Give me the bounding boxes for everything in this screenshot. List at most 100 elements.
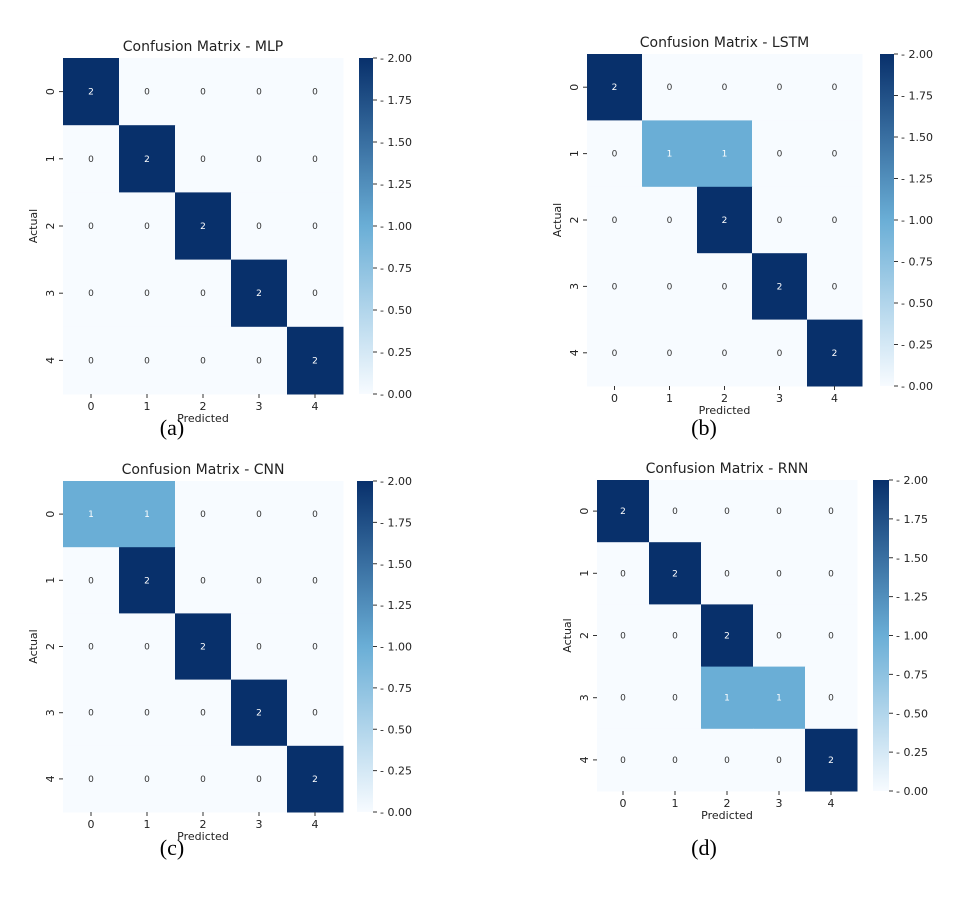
cell-value-label: 2 <box>200 222 206 232</box>
y-tick-label: 4 <box>44 357 57 364</box>
x-tick-label: 2 <box>200 400 207 413</box>
heatmap-cell <box>231 481 288 548</box>
heatmap-cell <box>752 54 808 121</box>
cell-value-label: 2 <box>777 282 783 292</box>
heatmap-cell <box>287 481 344 548</box>
heatmap-cell <box>649 604 702 668</box>
heatmap-cell <box>175 745 232 813</box>
cell-value-label: 0 <box>832 83 838 93</box>
cell-value-label: 0 <box>612 150 618 160</box>
heatmap-cell <box>231 326 288 395</box>
colorbar <box>357 481 373 812</box>
y-tick-label: 2 <box>44 643 57 650</box>
chart-panel-3: 2 0 0 0 0 0 2 0 0 0 0 0 2 0 0 0 0 1 1 0 0 0 0 0 2 Confusion Matri… <box>561 461 928 822</box>
cell-value-label: 0 <box>256 88 262 98</box>
cell-value-label: 0 <box>200 289 206 299</box>
heatmap-cell <box>63 745 120 813</box>
x-tick-label: 0 <box>88 400 95 413</box>
x-axis-label: Predicted <box>177 412 229 425</box>
cell-value-label: 0 <box>256 775 262 785</box>
cell-value-label: 2 <box>256 289 262 299</box>
cell-value-label: 1 <box>724 694 730 704</box>
cell-value-label: 0 <box>667 83 673 93</box>
cell-value-label: 0 <box>832 282 838 292</box>
x-axis-label: Predicted <box>699 404 751 417</box>
x-tick-label: 1 <box>144 818 151 831</box>
cell-value-label: 0 <box>144 709 150 719</box>
colorbar-tick-label: - 1.50 <box>380 136 412 149</box>
colorbar-tick-label: - 0.00 <box>380 806 412 819</box>
x-tick-label: 4 <box>831 392 838 405</box>
heatmap-cell <box>63 481 120 548</box>
colorbar-tick-label: - 0.50 <box>380 304 412 317</box>
heatmap-cell <box>63 679 120 747</box>
cell-value-label: 0 <box>672 507 678 517</box>
y-tick-label: 0 <box>578 508 591 515</box>
y-tick-label: 2 <box>578 632 591 639</box>
heatmap-cell <box>287 125 344 193</box>
heatmap-cell <box>231 125 288 193</box>
y-axis-label: Actual <box>561 618 574 652</box>
heatmap-cell <box>231 679 288 747</box>
y-tick-label: 4 <box>568 349 581 356</box>
heatmap-cell <box>175 192 232 261</box>
cell-value-label: 1 <box>776 694 782 704</box>
colorbar-tick-label: - 1.00 <box>896 630 928 643</box>
heatmap-cell <box>697 319 753 387</box>
chart-title: Confusion Matrix - MLP <box>123 39 283 55</box>
y-tick-label: 4 <box>44 775 57 782</box>
x-tick-label: 4 <box>828 797 835 810</box>
heatmap-cell <box>697 120 753 188</box>
cell-value-label: 0 <box>776 569 782 579</box>
x-tick-label: 2 <box>200 818 207 831</box>
y-axis-label: Actual <box>27 629 40 663</box>
heatmap-cell <box>587 253 643 321</box>
colorbar <box>359 58 373 394</box>
heatmap-cell <box>63 326 120 395</box>
cell-value-label: 0 <box>667 282 673 292</box>
cell-value-label: 0 <box>832 150 838 160</box>
cell-value-label: 0 <box>672 756 678 766</box>
chart-panel-2: 1 1 0 0 0 0 2 0 0 0 0 0 2 0 0 0 0 0 2 0 0 0 0 0 2 Confusion Matri… <box>27 462 412 843</box>
colorbar <box>873 480 889 791</box>
y-tick-label: 3 <box>578 694 591 701</box>
colorbar-tick-label: - 1.75 <box>380 94 412 107</box>
cell-value-label: 0 <box>776 756 782 766</box>
chart-title: Confusion Matrix - CNN <box>122 462 285 478</box>
y-axis-label: Actual <box>551 203 564 237</box>
cell-value-label: 0 <box>312 222 318 232</box>
cell-value-label: 0 <box>776 632 782 642</box>
heatmap-cell <box>119 125 176 193</box>
heatmap-cell <box>231 745 288 813</box>
colorbar-tick-label: - 1.75 <box>901 90 933 103</box>
x-tick-label: 3 <box>256 400 263 413</box>
y-tick-label: 0 <box>568 84 581 91</box>
colorbar-tick-label: - 0.00 <box>896 785 928 798</box>
colorbar <box>880 54 894 386</box>
heatmap-cell <box>805 666 858 730</box>
x-axis-label: Predicted <box>177 830 229 843</box>
cell-value-label: 0 <box>620 756 626 766</box>
y-tick-label: 0 <box>44 511 57 518</box>
heatmap-cell <box>175 481 232 548</box>
colorbar-tick-label: - 2.00 <box>896 474 928 487</box>
heatmap-cell <box>752 186 808 254</box>
x-tick-label: 2 <box>721 392 728 405</box>
y-tick-label: 2 <box>44 223 57 230</box>
cell-value-label: 0 <box>724 569 730 579</box>
colorbar-tick-label: - 0.50 <box>901 297 933 310</box>
heatmap-cell <box>287 679 344 747</box>
heatmap-cell <box>697 186 753 254</box>
x-tick-label: 1 <box>672 797 679 810</box>
heatmap-cell <box>287 745 344 813</box>
y-tick-label: 4 <box>578 756 591 763</box>
y-tick-label: 2 <box>568 217 581 224</box>
cell-value-label: 0 <box>722 83 728 93</box>
cell-value-label: 0 <box>777 349 783 359</box>
heatmap-cell <box>642 186 698 254</box>
colorbar-tick-label: - 0.00 <box>380 388 412 401</box>
cell-value-label: 2 <box>200 643 206 653</box>
colorbar-tick-label: - 0.50 <box>380 723 412 736</box>
cell-value-label: 0 <box>200 510 206 520</box>
cell-value-label: 0 <box>88 289 94 299</box>
